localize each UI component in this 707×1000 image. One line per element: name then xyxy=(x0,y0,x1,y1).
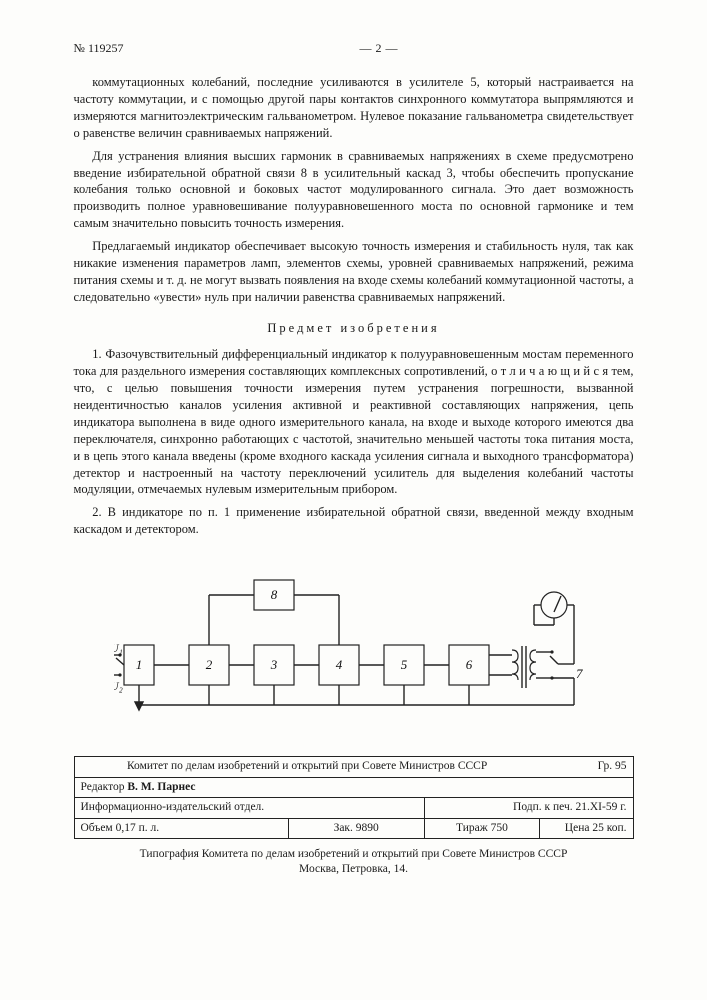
info-dept: Информационно-издательский отдел. xyxy=(74,798,424,819)
body-paragraph-3: Предлагаемый индикатор обеспечивает высо… xyxy=(74,238,634,306)
galvanometer-icon xyxy=(534,592,574,625)
imprint-block: Типография Комитета по делам изобретений… xyxy=(74,847,634,877)
body-paragraph-2: Для устранения влияния высших гармоник в… xyxy=(74,148,634,232)
label-u2: U₂ xyxy=(114,679,123,693)
claim-2: 2. В индикаторе по п. 1 применение избир… xyxy=(74,504,634,538)
publication-footer: Комитет по делам изобретений и открытий … xyxy=(74,756,634,839)
claim-1: 1. Фазочувствительный дифференциальный и… xyxy=(74,346,634,498)
print-run: Тираж 750 xyxy=(424,818,539,839)
block-diagram: 1 2 3 4 5 6 8 U₁ U₂ xyxy=(114,560,594,730)
editor-prefix: Редактор xyxy=(81,781,125,793)
price: Цена 25 коп. xyxy=(540,818,633,839)
output-transformer-icon xyxy=(489,620,574,705)
editor-name: В. М. Парнес xyxy=(127,781,195,793)
page-number: 2 xyxy=(356,40,402,56)
volume: Объем 0,17 п. л. xyxy=(74,818,288,839)
page-header: № 119257 2 xyxy=(74,40,634,56)
group-label: Гр. 95 xyxy=(540,757,633,778)
block-label-2: 2 xyxy=(205,657,212,672)
committee-label: Комитет по делам изобретений и открытий … xyxy=(127,760,487,772)
signed-date: Подп. к печ. 21.XI-59 г. xyxy=(424,798,633,819)
label-7: 7 xyxy=(576,666,583,681)
block-label-1: 1 xyxy=(135,657,142,672)
imprint-line-2: Москва, Петровка, 14. xyxy=(74,862,634,877)
label-u1: U₁ xyxy=(114,641,123,655)
body-paragraph-1: коммутационных колебаний, последние усил… xyxy=(74,74,634,142)
block-label-3: 3 xyxy=(269,657,277,672)
imprint-line-1: Типография Комитета по делам изобретений… xyxy=(74,847,634,862)
order-number: Зак. 9890 xyxy=(288,818,424,839)
doc-number: № 119257 xyxy=(74,40,124,56)
block-label-5: 5 xyxy=(400,657,407,672)
block-label-8: 8 xyxy=(270,587,277,602)
block-label-4: 4 xyxy=(335,657,342,672)
block-label-6: 6 xyxy=(465,657,472,672)
claims-heading: Предмет изобретения xyxy=(74,320,634,337)
